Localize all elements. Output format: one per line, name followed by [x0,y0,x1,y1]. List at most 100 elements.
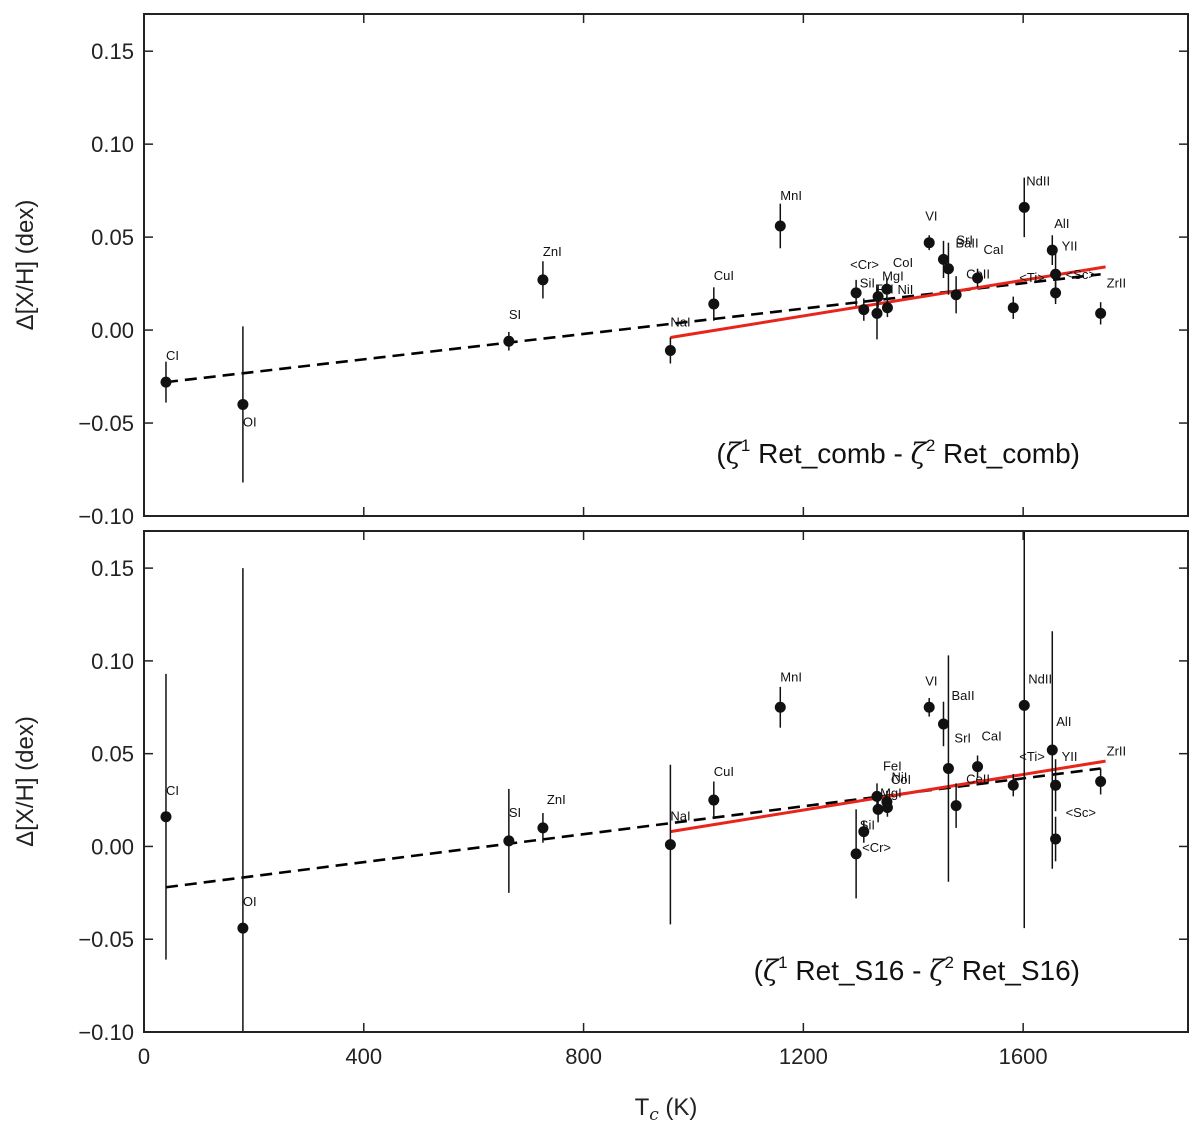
y-tick-label: −0.05 [78,411,134,436]
element-label: <Sc> [1066,267,1096,282]
data-point [503,835,515,847]
data-point [881,302,893,314]
data-point [237,922,249,934]
element-label: ZrII [1107,744,1127,759]
data-point [774,701,786,713]
element-label: CeII [966,267,990,282]
data-point [881,801,893,813]
data-point [942,763,954,775]
element-label: OI [243,894,257,909]
data-point [871,790,883,802]
element-label: BaII [951,688,974,703]
data-point [1095,776,1107,787]
element-label: <Cr> [850,257,879,272]
element-label: CoI [891,772,911,787]
element-label: SI [509,307,521,322]
y-tick-label: 0.10 [91,649,134,674]
y-tick-label: 0.00 [91,834,134,859]
element-label: NiI [897,282,913,297]
element-label: AlI [1056,714,1071,729]
element-label: ZnI [547,792,566,807]
x-tick-label: 1200 [779,1044,828,1069]
element-label: CoI [893,255,913,270]
element-label: OI [243,414,257,429]
data-point [872,291,884,303]
data-point [237,398,249,410]
panel-bottom-frame [143,530,1189,1033]
data-point [708,298,720,310]
element-label: NdII [1026,173,1050,188]
panel-top-annotation: (ζ1 Ret_comb - ζ2 Ret_comb) [716,436,1080,470]
y-tick-label: −0.10 [78,1020,134,1045]
data-point [1050,268,1062,280]
data-point [872,803,884,815]
x-tick-label: 400 [345,1044,382,1069]
data-point [1007,302,1019,314]
panel-bottom-y-axis-label: Δ[X/H] (dex) [12,716,39,847]
y-tick-label: 0.05 [91,225,134,250]
x-tick-label: 0 [138,1044,150,1069]
element-label: CuI [714,268,734,283]
data-point [972,761,984,773]
y-tick-label: 0.00 [91,318,134,343]
element-label: VI [925,673,937,688]
y-tick-label: −0.05 [78,927,134,952]
data-point [664,839,676,851]
element-label: <Ti> [1019,270,1045,285]
element-label: ZrII [1107,275,1127,290]
data-point [160,811,172,823]
data-point [923,237,935,249]
element-label: FeI [883,758,902,773]
element-label: CaI [984,242,1004,257]
data-point [774,220,786,232]
element-label: <Sc> [1066,805,1096,820]
data-point [972,272,984,284]
element-label: <Ti> [1019,749,1045,764]
element-label: SI [509,805,521,820]
data-point [937,253,949,265]
data-point [1050,833,1062,845]
element-label: CuI [714,764,734,779]
x-tick-label: 800 [565,1044,602,1069]
element-label: BaII [955,235,978,250]
element-label: VI [925,209,937,224]
element-label: CaI [982,729,1002,744]
data-point [850,848,862,860]
element-label: SiI [860,818,875,833]
data-point [1018,201,1030,213]
element-label: ZnI [543,244,562,259]
element-label: SrI [956,233,973,248]
element-label: <Cr> [862,840,891,855]
panel-bottom-annotation: (ζ1 Ret_S16 - ζ2 Ret_S16) [754,953,1080,987]
data-point [950,289,962,301]
y-tick-label: 0.05 [91,742,134,767]
element-label: NaI [670,809,690,824]
data-point [1050,287,1062,299]
y-tick-label: −0.10 [78,504,134,529]
element-label: MnI [780,188,802,203]
element-label: CI [166,348,179,363]
panel-top-y-axis-label: Δ[X/H] (dex) [12,200,39,331]
element-label: NaI [670,315,690,330]
element-label: CeII [966,772,990,787]
data-point [1046,744,1058,756]
element-label: NdII [1028,671,1052,686]
data-point [858,304,870,316]
element-label: NiI [891,769,907,784]
element-label: CI [166,783,179,798]
fit-line-refractory [670,759,1106,834]
data-point [1018,699,1030,711]
element-label: YII [1062,749,1078,764]
element-label: MnI [780,669,802,684]
element-label: YII [1062,238,1078,253]
x-tick-label: 1600 [999,1044,1048,1069]
data-point [850,287,862,299]
element-label: SrI [954,731,971,746]
data-point [1095,307,1107,319]
x-axis-label: Tc (K) [635,1094,698,1125]
element-label: SiI [860,276,875,291]
data-point [942,263,954,275]
element-label: MgI [880,785,902,800]
